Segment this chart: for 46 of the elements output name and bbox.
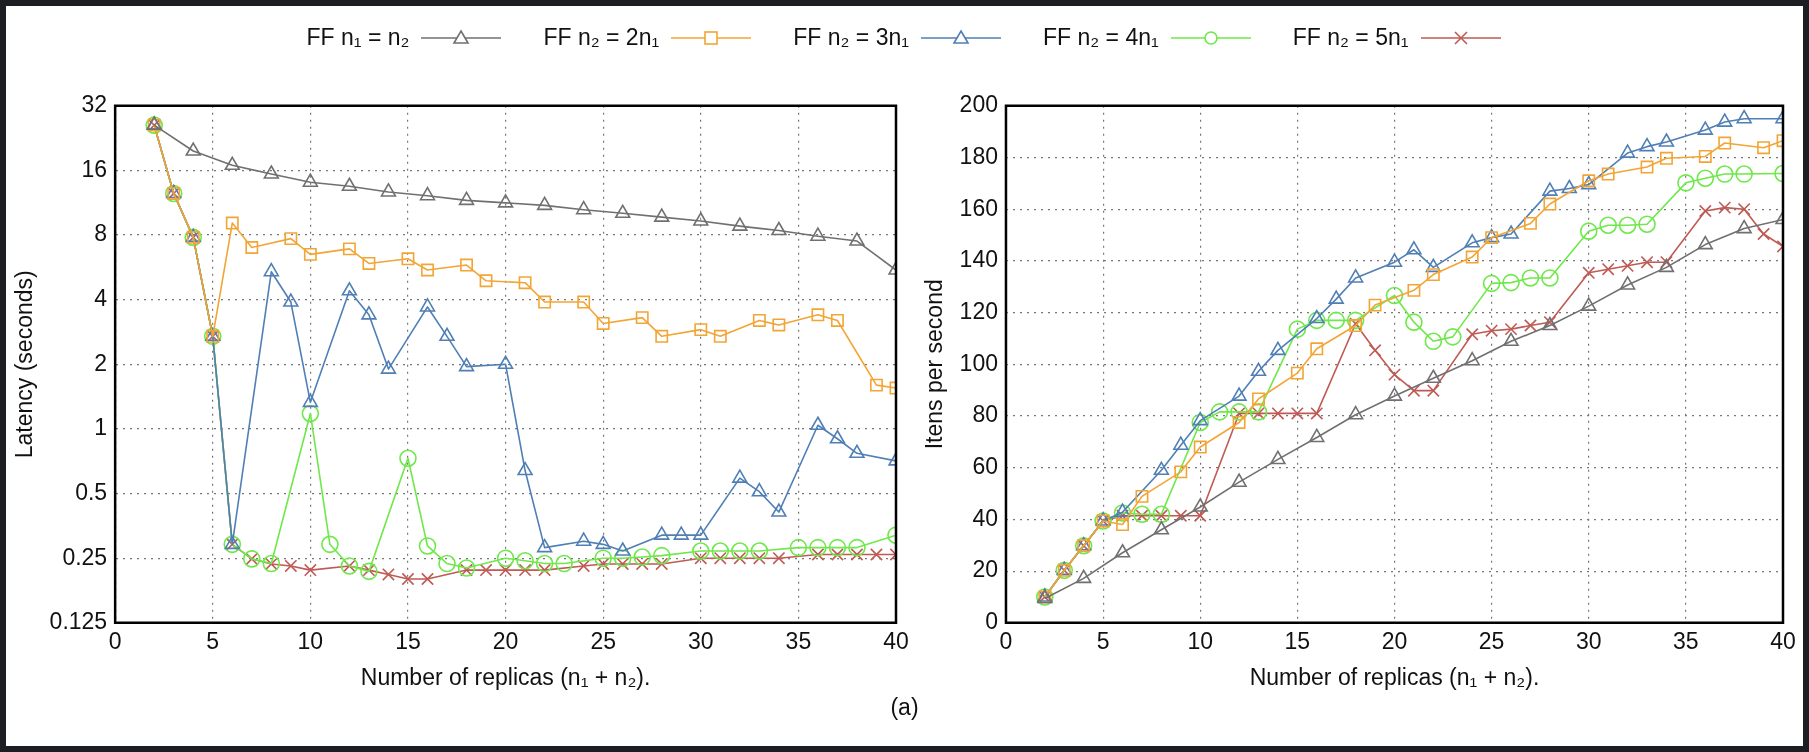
y-tick-label: 20 (972, 556, 998, 583)
x-axis-title: Number of replicas (n₁ + n₂). (360, 663, 651, 690)
legend-label: FF n₂ = 4n₁ (1042, 24, 1159, 51)
y-tick-label: 40 (972, 504, 998, 531)
x-tick-label: 10 (297, 627, 324, 654)
y-tick-label: 80 (972, 401, 998, 428)
legend-label: FF n₂ = 3n₁ (793, 24, 909, 51)
y-tick-label: 16 (81, 155, 108, 182)
y-tick-label: 140 (959, 246, 998, 273)
y-tick-label: 200 (959, 91, 998, 118)
x-tick-label: 40 (1770, 627, 1796, 654)
x-tick-label: 20 (1381, 627, 1408, 654)
x-tick-label: 30 (687, 627, 714, 654)
x-tick-label: 40 (883, 627, 909, 654)
y-tick-label: 0.125 (49, 608, 108, 635)
legend-label: FF n₁ = n₂ (306, 24, 410, 51)
legend-label: FF n₂ = 2n₁ (543, 24, 660, 51)
y-tick-label: 60 (972, 453, 998, 480)
x-tick-label: 15 (1284, 627, 1311, 654)
x-tick-label: 20 (492, 627, 519, 654)
x-tick-label: 25 (1478, 627, 1505, 654)
x-tick-label: 35 (1673, 627, 1699, 654)
y-tick-label: 100 (959, 349, 998, 376)
y-tick-label: 180 (959, 142, 998, 169)
text: (a) (889, 694, 920, 721)
y-tick-label: 1 (94, 414, 108, 441)
y-tick-label: 8 (94, 220, 108, 247)
y-tick-label: 0.25 (62, 543, 108, 570)
x-tick-label: 25 (590, 627, 616, 654)
y-tick-label: 0.5 (75, 478, 108, 505)
x-tick-label: 5 (206, 627, 220, 654)
y-tick-label: 4 (94, 285, 108, 312)
y-tick-label: 160 (959, 194, 998, 221)
y-tick-label: 120 (959, 297, 998, 324)
legend-label: FF n₂ = 5n₁ (1292, 24, 1409, 51)
x-tick-label: 10 (1187, 627, 1214, 654)
y-tick-label: 2 (94, 349, 108, 376)
x-tick-label: 35 (785, 627, 812, 654)
x-tick-label: 5 (1096, 627, 1110, 654)
x-tick-label: 30 (1575, 627, 1602, 654)
y-axis-title: Latency (seconds) (11, 270, 38, 459)
y-tick-label: 32 (81, 91, 108, 118)
y-axis-title: Itens per second (921, 279, 948, 450)
x-tick-label: 15 (395, 627, 421, 654)
x-axis-title: Number of replicas (n₁ + n₂). (1249, 663, 1540, 690)
y-tick-label: 0 (985, 608, 998, 635)
